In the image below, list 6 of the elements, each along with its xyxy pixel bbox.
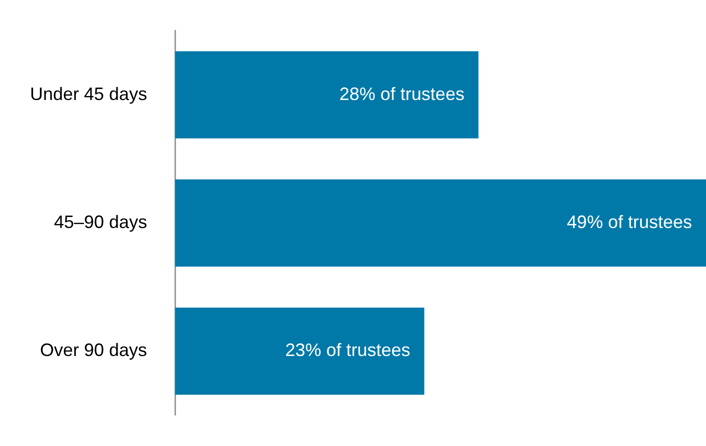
data-label: 49% of trustees [566, 212, 692, 232]
data-label: 28% of trustees [339, 84, 464, 104]
y-tick-label: Under 45 days [30, 84, 148, 104]
y-tick-label: Over 90 days [40, 340, 148, 360]
data-label: 23% of trustees [285, 340, 410, 360]
y-tick-label: 45–90 days [54, 212, 148, 232]
